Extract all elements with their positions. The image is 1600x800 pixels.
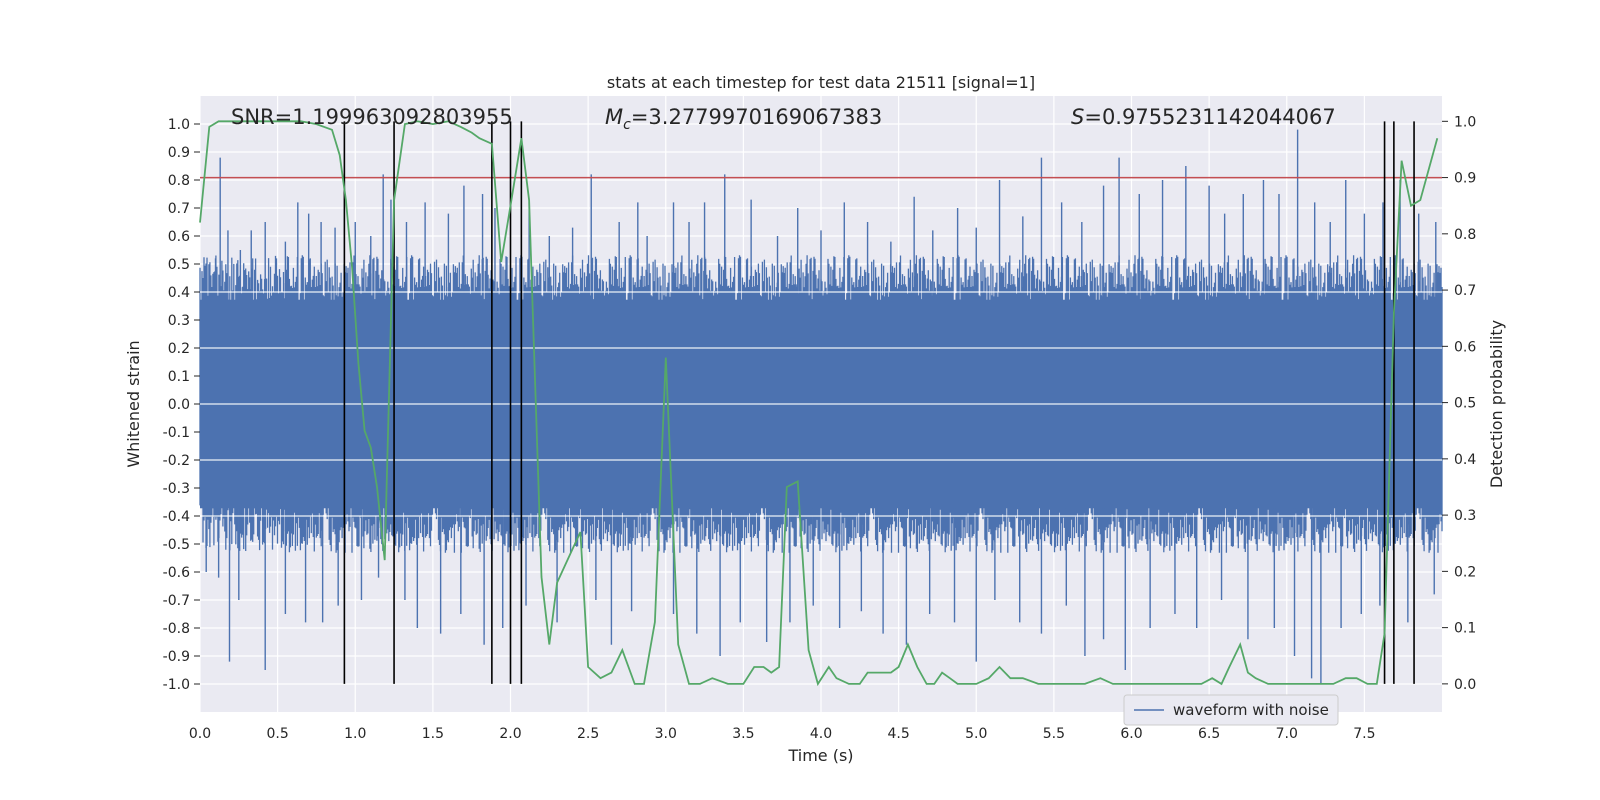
- y2-tick-label: 0.5: [1454, 396, 1476, 412]
- x-tick-label: 2.5: [577, 726, 599, 742]
- x-tick-label: 6.5: [1198, 726, 1220, 742]
- x-tick-label: 7.5: [1353, 726, 1375, 742]
- y-tick-label: -0.4: [163, 509, 190, 525]
- y-tick-label: -0.9: [163, 649, 190, 665]
- legend-label: waveform with noise: [1173, 701, 1329, 719]
- probability-line: [199, 120, 1439, 687]
- y2-tick-label: 0.2: [1454, 564, 1476, 580]
- y-tick-label: 0.5: [168, 257, 190, 273]
- x-tick-label: 0.0: [189, 726, 211, 742]
- y2-tick-label: 0.1: [1454, 621, 1476, 637]
- y2-tick-label: 0.9: [1454, 171, 1476, 187]
- waveform-series: [199, 129, 1443, 684]
- y-tick-label: 0.9: [168, 145, 190, 161]
- x-tick-label: 3.5: [732, 726, 754, 742]
- x-tick-labels: 0.0 0.5 1.0 1.5 2.0 2.5 3.0 3.5 4.0 4.5 5.0 5.5 6.0 6…: [189, 726, 1376, 742]
- y-tick-label: 0.4: [168, 285, 190, 301]
- y-tick-label: -1.0: [163, 677, 190, 693]
- chirp-mass-value: =3.2779970169067383: [631, 105, 882, 129]
- y-tick-label: -0.7: [163, 593, 190, 609]
- y-tick-label: 0.7: [168, 201, 190, 217]
- chart-title: stats at each timestep for test data 215…: [607, 73, 1035, 92]
- y-axis-label: Whitened strain: [124, 340, 143, 467]
- x-tick-label: 1.0: [344, 726, 366, 742]
- y2-tick-label: 0.0: [1454, 677, 1476, 693]
- score-value: =0.9755231142044067: [1084, 105, 1335, 129]
- y-tick-label: -0.6: [163, 565, 190, 581]
- y-tick-label: -0.2: [163, 453, 190, 469]
- y2-tick-labels: 1.0 0.9 0.8 0.7 0.6 0.5 0.4 0.3 0.2 0.1 0.0: [1442, 114, 1476, 693]
- x-tick-label: 5.0: [965, 726, 987, 742]
- x-tick-label: 5.5: [1043, 726, 1065, 742]
- y-tick-label: 0.6: [168, 229, 190, 245]
- chirp-mass-symbol: M: [605, 105, 623, 129]
- x-tick-label: 7.0: [1276, 726, 1298, 742]
- x-axis-label: Time (s): [787, 746, 853, 765]
- y-tick-label: 0.3: [168, 313, 190, 329]
- snr-annotation: SNR=1.199963092803955: [231, 105, 513, 129]
- y-tick-label: 0.2: [168, 341, 190, 357]
- x-tick-label: 4.0: [810, 726, 832, 742]
- y-tick-label: -0.3: [163, 481, 190, 497]
- y-tick-label: -0.5: [163, 537, 190, 553]
- chirp-mass-subscript: c: [623, 117, 631, 133]
- y2-tick-label: 1.0: [1454, 114, 1476, 130]
- y-tick-label: 0.1: [168, 369, 190, 385]
- x-tick-label: 4.5: [887, 726, 909, 742]
- x-tick-label: 0.5: [266, 726, 288, 742]
- y2-tick-label: 0.7: [1454, 283, 1476, 299]
- y2-tick-label: 0.3: [1454, 508, 1476, 524]
- x-tick-label: 2.0: [499, 726, 521, 742]
- y2-tick-label: 0.4: [1454, 452, 1476, 468]
- y2-tick-label: 0.6: [1454, 339, 1476, 355]
- x-tick-label: 1.5: [422, 726, 444, 742]
- y2-axis-label: Detection probability: [1487, 320, 1506, 488]
- x-tick-label: 3.0: [655, 726, 677, 742]
- event-lines: [343, 121, 1415, 684]
- legend-box: [1123, 694, 1339, 726]
- y-tick-label: -0.1: [163, 425, 190, 441]
- legend: waveform with noise: [1123, 694, 1339, 726]
- probability-series: [199, 120, 1439, 687]
- y-tick-label: 0.8: [168, 173, 190, 189]
- score-annotation: S=0.9755231142044067: [1071, 105, 1336, 129]
- y-tick-labels: 1.0 0.9 0.8 0.7 0.6 0.5 0.4 0.3 0.2 0.1 0.0 -0.1 -0.…: [163, 117, 200, 693]
- chirp-mass-annotation: Mc=3.2779970169067383: [605, 105, 882, 133]
- score-symbol: S: [1071, 105, 1084, 129]
- x-tick-label: 6.0: [1120, 726, 1142, 742]
- y-tick-label: -0.8: [163, 621, 190, 637]
- y-tick-label: 1.0: [168, 117, 190, 133]
- y-tick-label: 0.0: [168, 397, 190, 413]
- y2-tick-label: 0.8: [1454, 227, 1476, 243]
